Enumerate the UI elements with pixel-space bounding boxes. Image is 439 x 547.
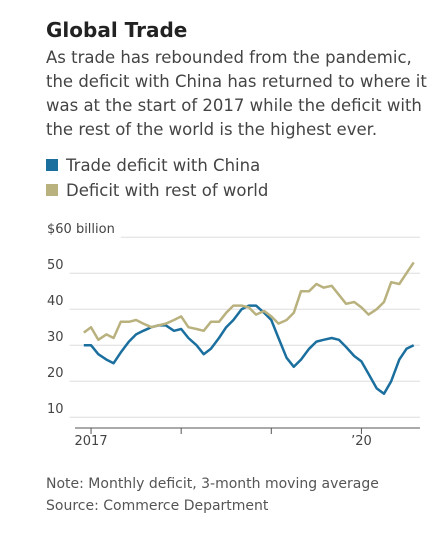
x-tick-label: ’20	[351, 434, 372, 449]
y-tick-label: $60 billion	[47, 222, 115, 237]
series-line	[83, 261, 415, 342]
chart-title: Global Trade	[46, 18, 188, 42]
legend-entry: Trade deficit with China	[46, 156, 260, 175]
legend-swatch	[46, 184, 58, 196]
x-tick-label: 2017	[75, 434, 108, 449]
legend-label: Trade deficit with China	[66, 156, 261, 175]
series-line	[83, 304, 415, 396]
legend-entry: Deficit with rest of world	[46, 181, 268, 200]
y-tick-label: 50	[47, 258, 64, 273]
y-tick-label: 30	[47, 330, 64, 345]
note: Note: Monthly deficit, 3-month moving av…	[46, 476, 379, 492]
y-tick-label: 10	[47, 402, 64, 417]
y-tick-label: 40	[47, 294, 64, 309]
y-tick-label: 20	[47, 366, 64, 381]
source: Source: Commerce Department	[46, 498, 269, 514]
legend-swatch	[46, 159, 58, 171]
legend-label: Deficit with rest of world	[66, 181, 269, 200]
chart-subtitle: As trade has rebounded from the pandemic…	[46, 48, 427, 139]
